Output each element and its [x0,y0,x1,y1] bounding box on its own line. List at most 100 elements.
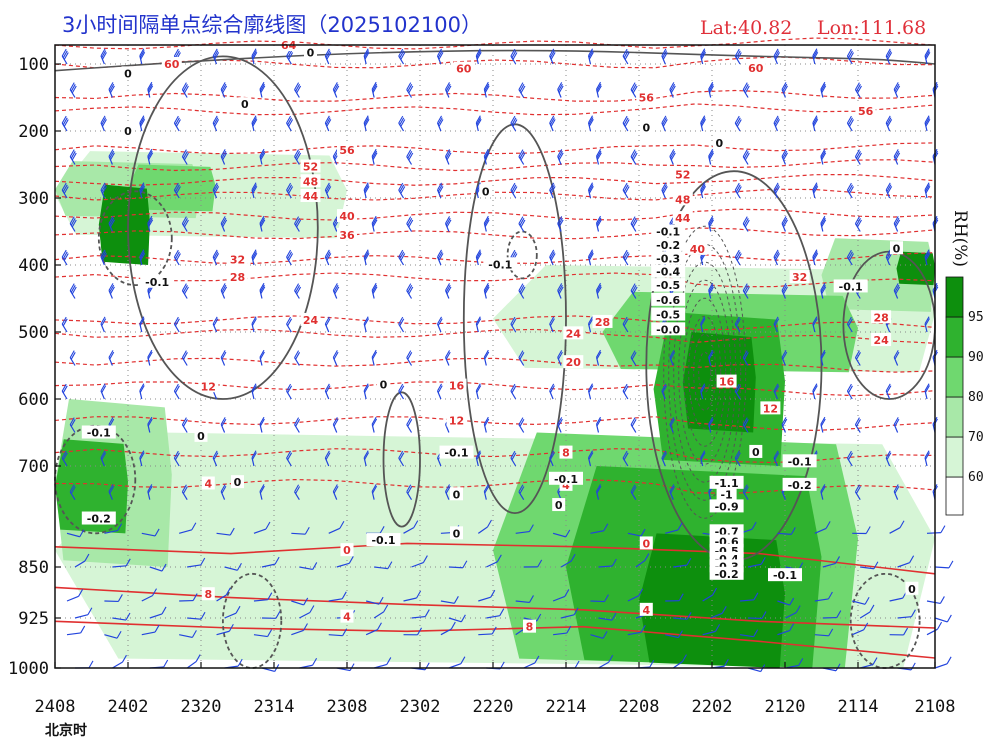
wind-barb-207 [622,316,629,333]
barb-shaft [216,630,230,636]
barb-feather [894,83,900,92]
barb-feather [398,182,404,191]
barb-feather [820,351,826,360]
colorbar-tick-90: 90 [968,350,984,365]
barb-feather [69,350,75,358]
x-axis: 2408 2402 2320 2314 2308 2302 2220 2214 2208 2202… [35,662,955,717]
barb-shaft [478,633,493,636]
barb-feather [445,351,451,360]
barb-feather [893,350,899,358]
barb-feather [549,383,555,392]
barb-feather [438,253,444,261]
barb-feather [894,351,900,360]
barb-feather [342,628,348,636]
barb-feather [854,216,860,224]
barb-feather [341,591,347,600]
temp-label-32: 4 [562,479,570,492]
barb-feather [510,115,516,124]
barb-shaft [374,566,388,570]
wind-barb-479 [934,656,952,669]
wind-barb-52 [212,115,220,132]
temp-label-30-bg [559,445,573,459]
barb-shaft [523,662,536,669]
barb-feather [437,383,443,392]
barb-feather [399,184,405,193]
barb-feather [259,81,265,90]
wind-barb-74 [147,148,154,165]
barb-feather [700,316,706,324]
barb-shaft [627,631,642,636]
barb-feather [701,51,707,60]
barb-feather [154,528,160,537]
barb-feather [408,286,414,295]
barb-feather [139,318,145,326]
barb-feather [371,215,377,224]
wind-barb-64 [661,115,668,132]
barb-feather [446,85,452,94]
barb-feather [820,485,826,494]
temp-label-9: 48 [303,175,318,188]
temp-label-15: 36 [339,229,355,242]
omega-label-29-bg [782,454,817,468]
wind-barb-103 [324,182,332,199]
barb-feather [885,48,891,57]
barb-feather [476,385,482,393]
barb-feather [109,351,115,360]
barb-feather [147,349,153,358]
temp-label-31-bg [201,476,215,490]
omega-label-5: 0 [715,137,723,150]
barb-feather [101,452,107,460]
barb-feather [174,318,180,327]
temp-label-36: 4 [343,611,351,624]
temp-label-17-bg [789,270,810,284]
barb-feather [140,118,146,127]
omega-label-13: -0.3 [656,252,680,265]
wind-barb-100 [212,182,220,199]
wind-barb-433 [104,630,122,639]
wind-barb-116 [812,182,819,199]
wind-barb-460 [224,658,243,669]
barb-feather [751,521,757,530]
barb-shaft [926,628,938,636]
barb-shaft [486,561,498,568]
wind-barb-169 [108,283,115,299]
barb-feather [491,626,497,635]
barb-feather [294,82,300,90]
barb-feather [109,152,115,161]
omega-label-24-bg [450,526,463,540]
barb-feather [596,349,602,358]
barb-feather [623,251,629,260]
wind-barb-267 [181,417,188,433]
temp-label-12-bg [672,211,693,225]
wind-barb-240 [61,383,68,400]
omega-label-4-bg [639,120,653,134]
temp-label-33-bg [340,543,354,557]
barb-feather [700,385,706,393]
wind-barb-233 [708,349,714,366]
barb-feather [924,318,930,326]
barb-feather [519,285,525,293]
barb-shaft [934,566,949,569]
wind-barb-436 [216,623,234,636]
barb-feather [773,115,779,124]
barb-feather [182,151,188,159]
barb-feather [549,50,555,58]
barb-feather [221,418,227,427]
wind-barb-198 [286,316,293,333]
wind-barb-428 [822,610,842,619]
wind-barb-218 [147,349,153,366]
barb-feather [364,51,370,60]
barb-feather [623,385,629,394]
barb-feather [450,621,456,630]
wind-barb-159 [622,249,630,266]
barb-feather [632,152,638,161]
barb-feather [453,596,459,604]
barb-feather [364,118,370,127]
omega-label-6-bg [479,184,493,198]
barb-shaft [328,634,343,637]
barb-feather [743,218,749,226]
barb-shaft [477,526,488,534]
barb-feather [557,150,563,159]
wind-barb-448 [665,630,683,639]
barb-feather [588,185,594,194]
